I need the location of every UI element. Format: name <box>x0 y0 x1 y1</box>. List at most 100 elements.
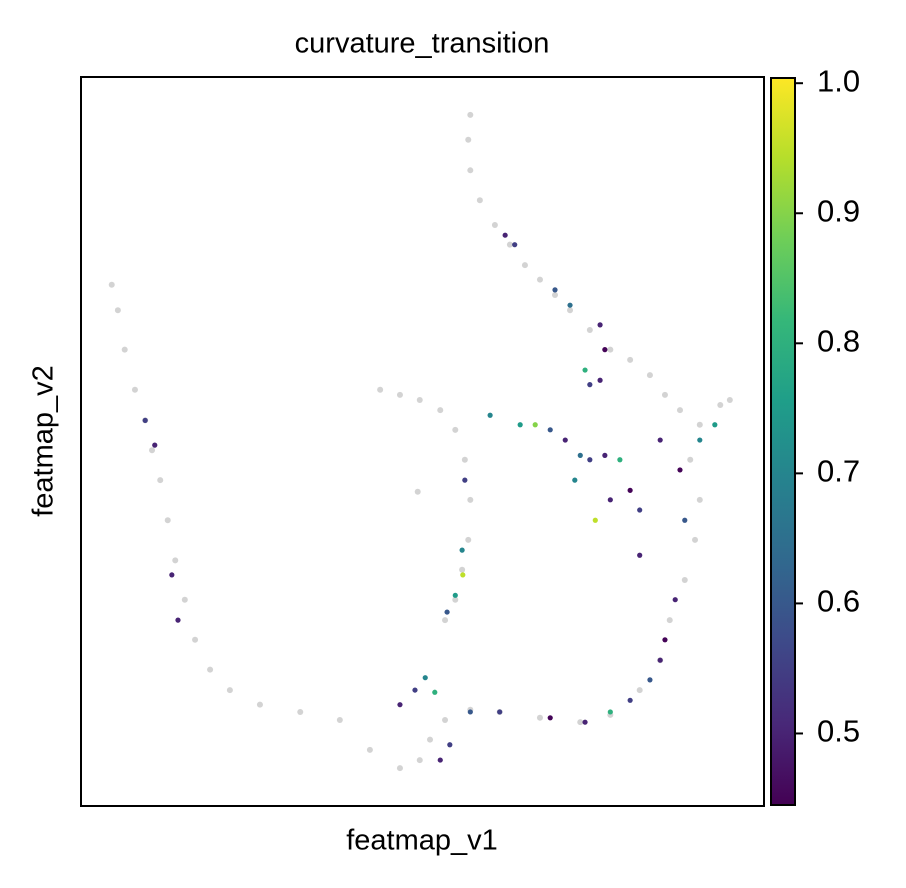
background-point <box>416 757 423 764</box>
point <box>562 437 568 443</box>
point <box>452 592 458 598</box>
point <box>587 382 593 388</box>
background-point <box>121 346 128 353</box>
point <box>657 657 663 663</box>
chart-title: curvature_transition <box>295 28 550 60</box>
point <box>432 689 438 695</box>
background-point <box>536 714 543 721</box>
background-point <box>452 426 459 433</box>
background-point <box>687 456 694 463</box>
background-point <box>586 326 593 333</box>
background-point <box>366 746 373 753</box>
point <box>512 242 518 248</box>
point <box>647 677 653 683</box>
point <box>175 617 181 623</box>
background-point <box>467 496 474 503</box>
point <box>567 302 573 308</box>
background-point <box>157 477 164 484</box>
background-point <box>696 421 703 428</box>
colorbar-tick-label: 0.6 <box>817 584 860 619</box>
background-point <box>172 557 179 564</box>
background-point <box>506 241 513 248</box>
background-point <box>377 386 384 393</box>
background-point <box>536 276 543 283</box>
point <box>459 547 465 553</box>
point <box>444 609 450 615</box>
point <box>602 347 608 353</box>
point <box>662 637 668 643</box>
point <box>497 709 503 715</box>
point <box>637 552 643 558</box>
background-point <box>181 596 188 603</box>
point <box>422 675 428 681</box>
background-point <box>114 307 121 314</box>
point <box>532 422 538 428</box>
point <box>597 322 603 328</box>
background-point <box>131 386 138 393</box>
background-point <box>676 407 683 414</box>
point <box>397 702 403 708</box>
y-axis-label: featmap_v2 <box>28 365 60 517</box>
background-point <box>607 346 614 353</box>
colorbar-tick-label: 0.8 <box>817 323 860 358</box>
background-point <box>476 197 483 204</box>
point <box>142 417 148 423</box>
background-point <box>437 407 444 414</box>
point <box>602 452 608 458</box>
point <box>460 572 466 578</box>
background-point <box>207 666 214 673</box>
point <box>169 572 175 578</box>
background-point <box>465 136 472 143</box>
background-point <box>726 396 733 403</box>
background-point <box>717 402 724 409</box>
background-point <box>336 716 343 723</box>
background-point <box>567 307 574 314</box>
point <box>607 497 613 503</box>
background-point <box>396 391 403 398</box>
background-point <box>452 596 459 603</box>
plot-frame <box>80 76 765 807</box>
point <box>577 452 583 458</box>
background-point <box>416 396 423 403</box>
background-point <box>467 111 474 118</box>
background-point <box>636 687 643 694</box>
background-point <box>666 617 673 624</box>
point <box>592 517 598 523</box>
point <box>152 442 158 448</box>
point <box>582 719 588 725</box>
background-point <box>396 765 403 772</box>
background-point <box>149 447 156 454</box>
colorbar <box>770 77 796 806</box>
point <box>712 422 718 428</box>
x-axis-label: featmap_v1 <box>346 825 498 857</box>
colorbar-tick-label: 0.5 <box>817 714 860 749</box>
colorbar-tick-label: 0.9 <box>817 193 860 228</box>
point <box>547 715 553 721</box>
background-point <box>552 291 559 298</box>
background-point <box>465 536 472 543</box>
background-point <box>459 566 466 573</box>
background-point <box>164 517 171 524</box>
background-point <box>577 719 584 726</box>
point <box>447 742 453 748</box>
background-point <box>108 281 115 288</box>
background-point <box>681 577 688 584</box>
point <box>547 427 553 433</box>
background-point <box>297 708 304 715</box>
colorbar-tick-label: 0.7 <box>817 454 860 489</box>
background-point <box>192 636 199 643</box>
point <box>657 437 663 443</box>
background-point <box>467 167 474 174</box>
point <box>582 367 588 373</box>
background-point <box>442 716 449 723</box>
background-point <box>427 736 434 743</box>
background-point <box>461 456 468 463</box>
background-point <box>442 617 449 624</box>
point <box>412 687 418 693</box>
point <box>672 597 678 603</box>
point <box>462 477 468 483</box>
background-point <box>696 496 703 503</box>
point <box>607 709 613 715</box>
point <box>487 412 493 418</box>
